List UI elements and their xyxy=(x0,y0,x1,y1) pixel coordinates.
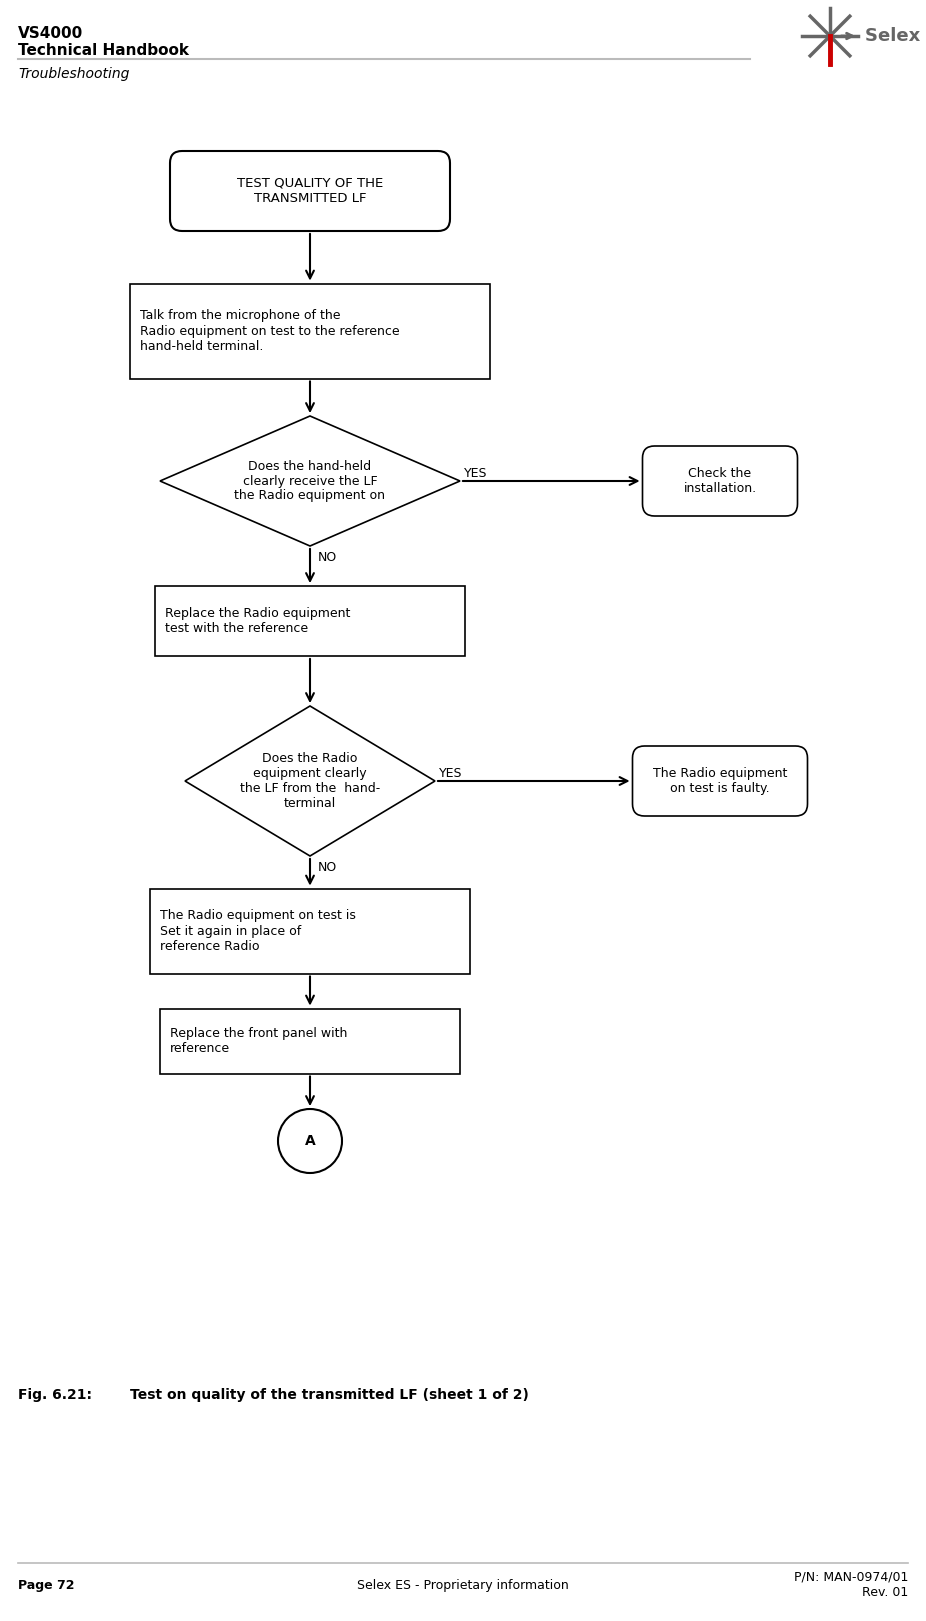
Bar xyxy=(155,587,465,657)
Text: Selex ES: Selex ES xyxy=(865,28,926,45)
Text: Technical Handbook: Technical Handbook xyxy=(18,44,189,58)
Text: Fig. 6.21:: Fig. 6.21: xyxy=(18,1388,92,1402)
Text: NO: NO xyxy=(318,861,337,874)
Text: Troubleshooting: Troubleshooting xyxy=(18,66,130,81)
Bar xyxy=(160,1008,460,1073)
FancyBboxPatch shape xyxy=(643,446,797,515)
Text: Does the Radio
equipment clearly
the LF from the  hand-
terminal: Does the Radio equipment clearly the LF … xyxy=(240,752,381,810)
Text: Rev. 01: Rev. 01 xyxy=(862,1587,908,1600)
Text: Does the hand-held
clearly receive the LF
the Radio equipment on: Does the hand-held clearly receive the L… xyxy=(234,459,385,503)
Text: Test on quality of the transmitted LF (sheet 1 of 2): Test on quality of the transmitted LF (s… xyxy=(130,1388,529,1402)
Text: Check the
installation.: Check the installation. xyxy=(683,467,757,494)
Bar xyxy=(150,888,470,974)
Text: The Radio equipment
on test is faulty.: The Radio equipment on test is faulty. xyxy=(653,767,787,794)
Text: Selex ES - Proprietary information: Selex ES - Proprietary information xyxy=(357,1579,569,1592)
Text: A: A xyxy=(305,1135,316,1148)
FancyBboxPatch shape xyxy=(170,151,450,232)
Text: TEST QUALITY OF THE
TRANSMITTED LF: TEST QUALITY OF THE TRANSMITTED LF xyxy=(237,177,383,204)
Polygon shape xyxy=(185,707,435,856)
Text: Replace the Radio equipment
test with the reference: Replace the Radio equipment test with th… xyxy=(165,606,350,635)
Text: Talk from the microphone of the
Radio equipment on test to the reference
hand-he: Talk from the microphone of the Radio eq… xyxy=(140,310,400,352)
Text: VS4000: VS4000 xyxy=(18,26,83,41)
Text: P/N: MAN-0974/01: P/N: MAN-0974/01 xyxy=(794,1571,908,1584)
Polygon shape xyxy=(160,417,460,546)
Bar xyxy=(130,284,490,378)
Text: Replace the front panel with
reference: Replace the front panel with reference xyxy=(170,1028,347,1055)
FancyBboxPatch shape xyxy=(632,746,807,815)
Text: YES: YES xyxy=(439,767,462,780)
Text: Page 72: Page 72 xyxy=(18,1579,74,1592)
Text: NO: NO xyxy=(318,551,337,564)
Text: YES: YES xyxy=(464,467,487,480)
Text: The Radio equipment on test is
Set it again in place of
reference Radio: The Radio equipment on test is Set it ag… xyxy=(160,909,356,953)
